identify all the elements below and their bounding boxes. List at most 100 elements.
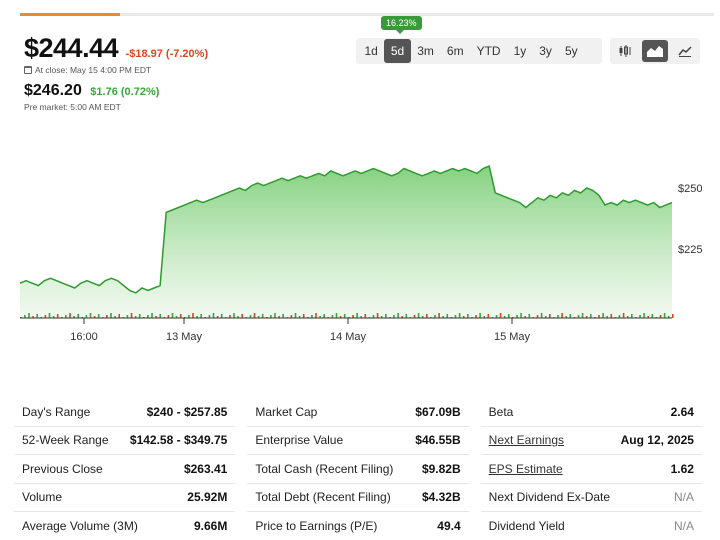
volume-bar xyxy=(167,315,170,318)
volume-bar xyxy=(528,314,531,318)
stat-label: Beta xyxy=(488,404,514,419)
volume-bar xyxy=(261,314,264,318)
stat-label[interactable]: EPS Estimate xyxy=(488,461,563,476)
volume-bar xyxy=(233,313,235,318)
mountain-icon[interactable] xyxy=(642,40,668,62)
volume-bar xyxy=(438,313,440,318)
volume-bar xyxy=(663,313,666,318)
volume-bar xyxy=(475,315,477,318)
volume-bar xyxy=(651,314,654,318)
stat-value: 1.62 xyxy=(670,461,694,476)
volume-bar xyxy=(618,315,621,318)
stat-row: Previous Close $263.41 xyxy=(14,455,236,484)
stat-value: 9.66M xyxy=(193,518,228,533)
volume-bar xyxy=(270,315,272,318)
volume-bar xyxy=(577,315,580,318)
volume-bar xyxy=(69,313,71,318)
range-tab-5y[interactable]: 5y xyxy=(564,44,578,58)
volume-bar xyxy=(393,315,395,318)
calendar-icon xyxy=(24,66,32,74)
volume-bar xyxy=(32,316,34,318)
stat-row: EPS Estimate 1.62 xyxy=(480,455,702,484)
close-note: At close: May 15 4:00 PM EDT xyxy=(24,65,208,75)
volume-bar xyxy=(216,316,219,318)
price-chart[interactable]: 16:00 13 May 14 May 15 May $250 $225 xyxy=(0,120,720,350)
stat-value: N/A xyxy=(673,490,694,505)
y-tick-label: $225 xyxy=(678,244,702,256)
volume-bar xyxy=(147,315,149,318)
premarket-note: Pre market: 5:00 AM EDT xyxy=(24,102,121,112)
volume-bar xyxy=(413,315,416,318)
range-tab-1y[interactable]: 1y xyxy=(513,44,527,58)
stat-value: N/A xyxy=(673,518,694,533)
volume-bar xyxy=(540,313,543,318)
volume-bar xyxy=(401,316,403,318)
volume-bar xyxy=(561,313,563,318)
volume-bar xyxy=(274,313,276,318)
volume-bar xyxy=(311,315,313,318)
stat-row: Average Volume (3M) 9.66M xyxy=(14,512,236,540)
stat-label: Dividend Yield xyxy=(488,518,565,533)
volume-bar xyxy=(405,314,408,318)
volume-bar xyxy=(458,313,461,318)
volume-bar xyxy=(110,313,112,318)
range-tab-ytd[interactable]: YTD xyxy=(476,44,501,58)
volume-bar xyxy=(356,313,358,318)
volume-bar xyxy=(520,313,522,318)
range-tab-1d[interactable]: 1d xyxy=(364,44,378,58)
stat-label[interactable]: Next Earnings xyxy=(488,433,565,448)
volume-bar xyxy=(200,314,202,318)
range-tab-6m[interactable]: 6m xyxy=(446,44,464,58)
stats-table: Day's Range $240 - $257.85 52-Week Range $1… xyxy=(14,398,714,540)
volume-bar xyxy=(397,313,399,318)
volume-bar xyxy=(188,315,190,318)
volume-bar xyxy=(667,316,670,318)
volume-bar xyxy=(93,316,96,318)
volume-bar xyxy=(73,316,75,318)
stat-label: Market Cap xyxy=(255,404,318,419)
volume-bar xyxy=(672,314,674,318)
volume-bar xyxy=(155,316,157,318)
volume-bar xyxy=(622,313,625,318)
stats-column-2: Market Cap $67.09B Enterprise Value $46.55B… xyxy=(247,398,469,540)
stat-value: Aug 12, 2025 xyxy=(620,433,694,448)
volume-bar xyxy=(249,315,252,318)
volume-bar xyxy=(126,315,129,318)
stat-value: $4.32B xyxy=(421,490,461,505)
volume-bar xyxy=(639,315,641,318)
range-tab-3y[interactable]: 3y xyxy=(539,44,552,58)
stat-row: Dividend Yield N/A xyxy=(480,512,702,540)
line-icon[interactable] xyxy=(672,40,698,62)
stat-row: Next Earnings Aug 12, 2025 xyxy=(480,427,702,455)
volume-bar xyxy=(294,313,297,318)
volume-bar xyxy=(253,313,256,318)
volume-bar xyxy=(479,313,481,318)
stat-row: Volume 25.92M xyxy=(14,484,236,512)
volume-bar xyxy=(606,316,608,318)
progress-bar xyxy=(20,13,714,16)
range-tab-3m[interactable]: 3m xyxy=(417,44,434,58)
volume-bar xyxy=(495,315,498,318)
stat-label: 52-Week Range xyxy=(22,433,109,448)
volume-bar xyxy=(602,313,604,318)
volume-bar xyxy=(52,316,55,318)
stat-label: Price to Earnings (P/E) xyxy=(255,518,378,533)
range-tab-5d[interactable]: 5d xyxy=(384,39,411,63)
stat-row: Enterprise Value $46.55B xyxy=(247,427,469,455)
stat-row: Beta 2.64 xyxy=(480,398,702,427)
volume-bar xyxy=(290,315,293,318)
volume-bar xyxy=(647,316,649,318)
candlestick-icon[interactable] xyxy=(612,40,638,62)
volume-bar xyxy=(421,316,424,318)
stat-label: Enterprise Value xyxy=(255,433,344,448)
volume-bar xyxy=(118,314,120,318)
stat-label: Previous Close xyxy=(22,461,103,476)
volume-bar xyxy=(442,316,444,318)
volume-bar xyxy=(229,315,231,318)
volume-bar xyxy=(557,315,559,318)
premarket-change: $1.76 (0.72%) xyxy=(90,86,160,98)
chart-type-switcher xyxy=(610,38,700,64)
stat-row: Total Cash (Recent Filing) $9.82B xyxy=(247,455,469,484)
volume-bar xyxy=(77,314,79,318)
stat-value: $240 - $257.85 xyxy=(146,404,228,419)
